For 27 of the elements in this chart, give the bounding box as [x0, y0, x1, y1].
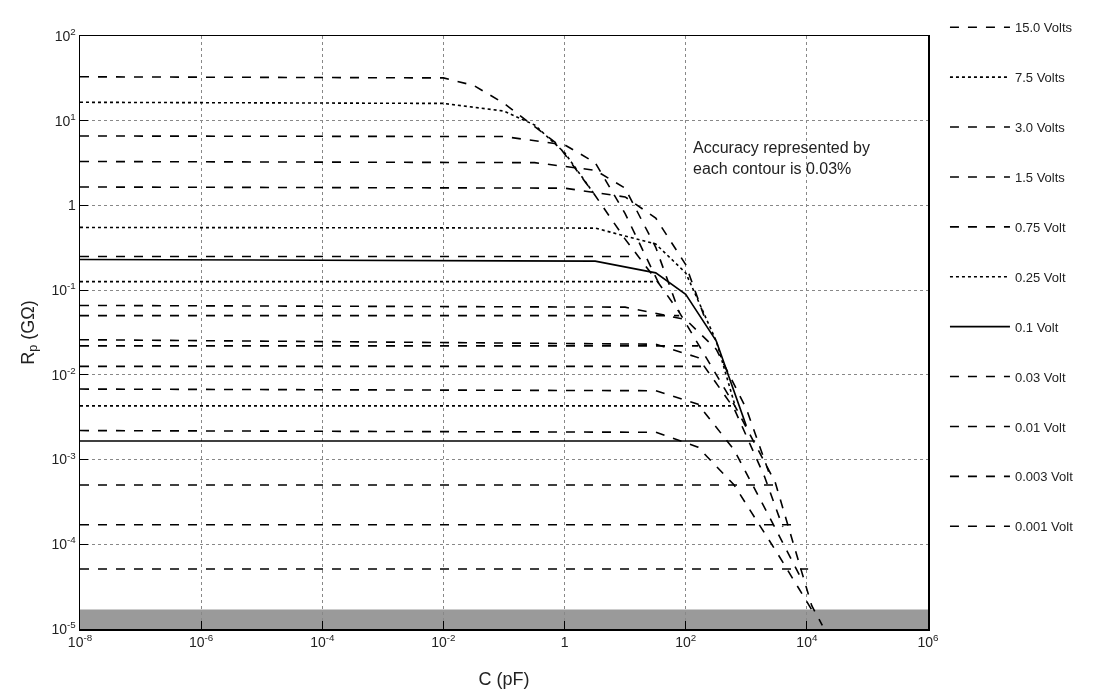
- legend-label: 7.5 Volts: [1014, 70, 1066, 86]
- legend-label: 0.001 Volt: [1014, 519, 1074, 535]
- y-tick-label: 10$^{-4}$: [51, 534, 77, 553]
- x-tick-label: 1: [560, 634, 569, 651]
- legend-label: 0.1 Volt: [1014, 319, 1059, 335]
- x-tick-label: 10$^{-4}$: [310, 632, 335, 651]
- x-axis-title: C (pF): [478, 669, 530, 689]
- x-tick-label: 10$^{-2}$: [431, 632, 456, 651]
- legend-label: 15.0 Volts: [1014, 20, 1073, 36]
- y-tick-label: 10$^{2}$: [54, 26, 76, 44]
- legend-label: 3.0 Volts: [1014, 120, 1066, 136]
- y-tick-label: 10$^{1}$: [54, 110, 76, 129]
- legend-label: 1.5 Volts: [1014, 170, 1066, 185]
- legend-label: 0.03 Volt: [1014, 369, 1066, 385]
- legend-label: 0.25 Volt: [1014, 269, 1066, 285]
- legend-label: 0.75 Volt: [1014, 219, 1066, 235]
- y-tick-label: 10$^{-3}$: [51, 449, 77, 468]
- legend-label: 0.01 Volt: [1014, 419, 1066, 435]
- x-tick-label: 10$^{6}$: [917, 632, 940, 651]
- legend-label: 0.003 Volt: [1014, 469, 1074, 485]
- y-tick-label: 1: [67, 197, 76, 214]
- y-tick-label: 10$^{-2}$: [51, 364, 76, 383]
- x-tick-label: 10$^{4}$: [796, 632, 818, 651]
- x-tick-label: 10$^{2}$: [675, 632, 697, 651]
- annotation: Accuracy represented by each contour is 0.03%: [693, 139, 870, 177]
- y-tick-label: 10$^{-1}$: [51, 280, 76, 299]
- x-tick-label: 10$^{-6}$: [188, 632, 214, 651]
